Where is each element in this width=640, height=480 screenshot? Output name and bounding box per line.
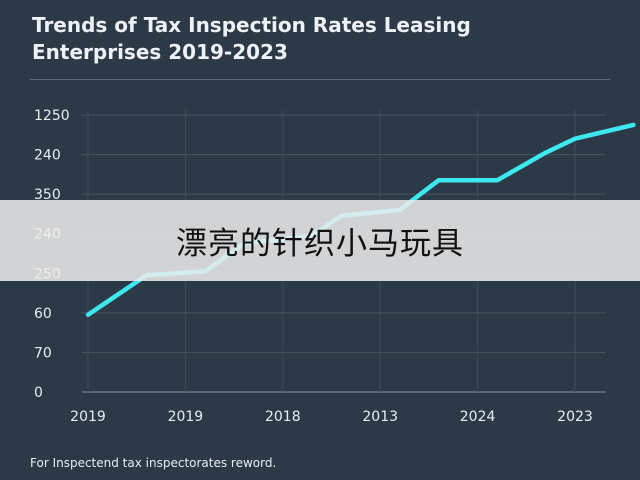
x-tick-label: 2013 — [362, 409, 398, 425]
x-tick-label: 2018 — [265, 409, 301, 425]
x-tick-label: 2024 — [460, 409, 496, 425]
y-tick-label: 1250 — [34, 108, 70, 124]
overlay-banner: 漂亮的针织小马玩具 — [0, 200, 640, 281]
x-tick-label: 2019 — [70, 409, 106, 425]
chart-title: Trends of Tax Inspection Rates Leasing E… — [32, 12, 612, 66]
y-tick-label: 60 — [34, 306, 52, 322]
y-tick-label: 350 — [34, 187, 61, 203]
x-tick-label: 2019 — [168, 409, 204, 425]
y-tick-label: 0 — [34, 385, 43, 401]
chart-title-line-1: Trends of Tax Inspection Rates Leasing — [32, 13, 471, 37]
y-tick-label: 70 — [34, 345, 52, 361]
chart-subtitle: Enterprises 2019-2023 — [32, 40, 288, 64]
x-tick-labels: 2019 2019 2018 2013 2024 2023 — [70, 409, 593, 425]
overlay-banner-text: 漂亮的针织小马玩具 — [176, 226, 464, 262]
y-tick-label: 240 — [34, 148, 61, 164]
title-divider — [30, 79, 610, 80]
x-tick-label: 2023 — [557, 409, 593, 425]
chart-footnote: For Inspectend tax inspectorates reword. — [30, 456, 277, 470]
